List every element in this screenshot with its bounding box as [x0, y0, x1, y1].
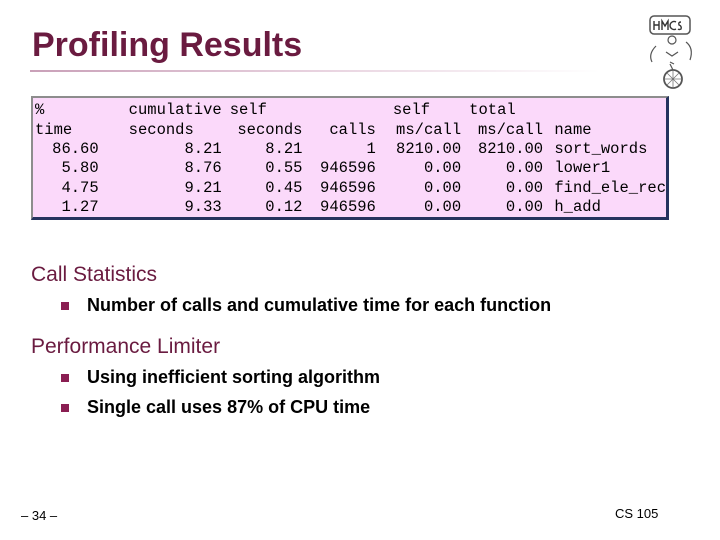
- table-cell: 0.55: [265, 159, 303, 178]
- table-header-row: % cumulative self self total: [35, 101, 666, 120]
- bullet-text: Using inefficient sorting algorithm: [87, 367, 381, 387]
- table-cell: 946596: [320, 159, 376, 178]
- header-cell: [554, 101, 666, 120]
- table-cell: 946596: [320, 198, 376, 217]
- table-cell: 8.21: [184, 139, 222, 158]
- profile-output-box: % cumulative self self total time second…: [31, 96, 669, 220]
- section-heading-performance-limiter: Performance Limiter: [31, 335, 221, 358]
- header-cell: calls: [329, 120, 376, 139]
- table-cell: 0.00: [423, 178, 462, 197]
- bullet-text: Number of calls and cumulative time for …: [87, 295, 552, 315]
- table-cell: 8.76: [184, 159, 222, 178]
- table-row: 4.75 9.21 0.45 946596 0.00 0.00 find_ele…: [35, 179, 666, 198]
- table-cell: 8210.00: [396, 139, 462, 158]
- hmc-cs-logo-icon: [636, 12, 706, 92]
- table-cell: find_ele_rec: [554, 178, 666, 197]
- table-cell: 0.00: [423, 198, 462, 217]
- table-cell: 5.80: [61, 159, 99, 178]
- header-cell: name: [554, 120, 592, 139]
- title-underline: [30, 70, 600, 72]
- table-cell: 1.27: [61, 198, 99, 217]
- square-bullet-icon: [61, 403, 69, 412]
- table-cell: 0.12: [265, 198, 303, 217]
- table-cell: h_add: [554, 198, 601, 217]
- table-header-row: time seconds seconds calls ms/call ms/ca…: [35, 120, 666, 139]
- table-cell: sort_words: [554, 139, 648, 158]
- header-cell: cumulative: [128, 101, 222, 120]
- header-cell: %: [35, 101, 45, 120]
- table-cell: 946596: [320, 178, 376, 197]
- header-cell: ms/call: [396, 120, 462, 139]
- profile-table: % cumulative self self total time second…: [35, 101, 666, 217]
- page-title: Profiling Results: [32, 26, 303, 64]
- table-cell: 8.21: [265, 139, 303, 158]
- header-cell: total: [469, 101, 516, 120]
- table-cell: 0.45: [265, 178, 303, 197]
- header-cell: seconds: [237, 120, 303, 139]
- table-cell: 9.33: [184, 198, 222, 217]
- table-cell: lower1: [554, 159, 611, 178]
- square-bullet-icon: [61, 301, 69, 310]
- table-row: 86.60 8.21 8.21 1 8210.00 8210.00 sort_w…: [35, 140, 666, 159]
- table-cell: 0.00: [423, 159, 462, 178]
- table-cell: 86.60: [52, 139, 99, 158]
- header-cell: [303, 101, 376, 120]
- course-label: CS 105: [615, 506, 659, 521]
- table-row: 5.80 8.76 0.55 946596 0.00 0.00 lower1: [35, 159, 666, 178]
- bullet-item: Using inefficient sorting algorithm: [61, 367, 380, 388]
- header-cell: self: [229, 101, 267, 120]
- square-bullet-icon: [61, 373, 69, 382]
- table-cell: 0.00: [505, 198, 544, 217]
- bullet-text: Single call uses 87% of CPU time: [87, 397, 371, 417]
- table-cell: 1: [366, 139, 376, 158]
- header-cell: ms/call: [477, 120, 544, 139]
- bullet-item: Single call uses 87% of CPU time: [61, 397, 370, 418]
- header-cell: self: [392, 101, 431, 120]
- table-cell: 4.75: [61, 178, 99, 197]
- table-cell: 0.00: [505, 178, 544, 197]
- table-cell: 0.00: [505, 159, 544, 178]
- table-cell: 9.21: [184, 178, 222, 197]
- bullet-item: Number of calls and cumulative time for …: [61, 295, 551, 316]
- page-number: – 34 –: [21, 508, 58, 523]
- section-heading-call-statistics: Call Statistics: [31, 263, 158, 286]
- table-row: 1.27 9.33 0.12 946596 0.00 0.00 h_add: [35, 198, 666, 217]
- header-cell: seconds: [128, 120, 194, 139]
- table-cell: 8210.00: [477, 139, 544, 158]
- header-cell: time: [35, 120, 73, 139]
